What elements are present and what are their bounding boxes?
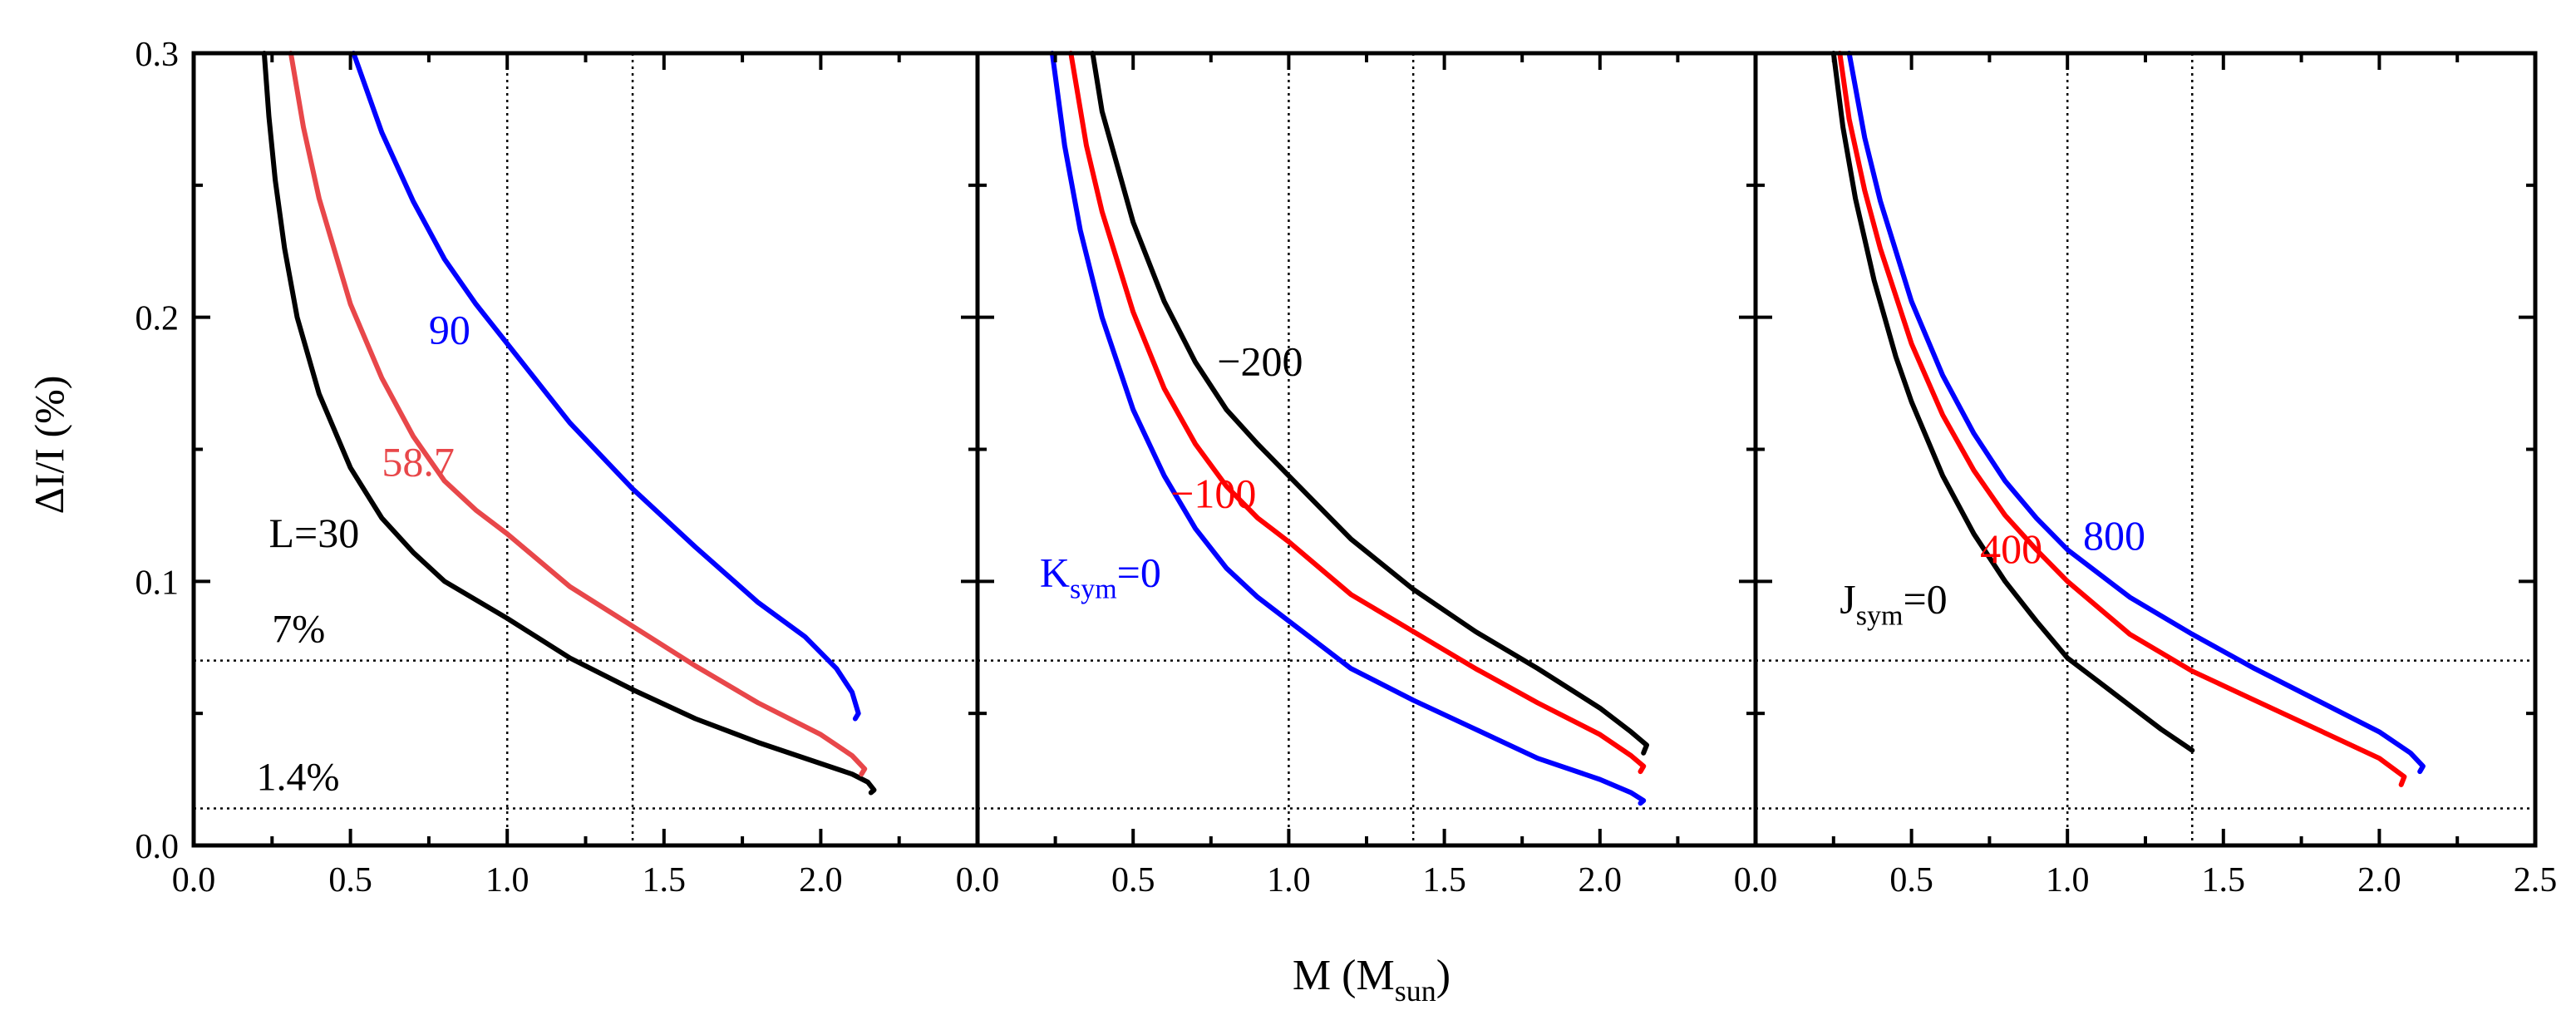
panel-Ksym: Ksym=0−100 −200 0.0 0.5 1.0 1.5 2.0 <box>956 51 1758 899</box>
x-tick-label: 1.5 <box>2202 861 2246 899</box>
x-tick-label: 0.5 <box>1889 861 1933 899</box>
x-tick-label: 2.0 <box>799 861 843 899</box>
series-label--200: −200 <box>1217 338 1303 385</box>
series-label-main: 90 <box>429 306 470 352</box>
series-line-800 <box>1846 51 2426 775</box>
series-label-400: 400 <box>1980 525 2042 572</box>
series-label-tail: =0 <box>1903 575 1947 622</box>
series-label-main: 400 <box>1980 525 2042 572</box>
y-tick-label: 0.1 <box>135 564 180 602</box>
series-label-Ksym=0: Ksym=0 <box>1040 549 1161 605</box>
series-label-800: 800 <box>2083 512 2145 559</box>
y-axis-label: ΔI/I (%) <box>26 376 72 515</box>
series-label-main: J <box>1840 575 1855 622</box>
series-line--100 <box>1068 51 1647 775</box>
series-label-main: L=30 <box>269 510 360 556</box>
series-label-tail: =0 <box>1117 549 1161 596</box>
x-tick-label: 1.5 <box>643 861 687 899</box>
x-tick-label: 0.5 <box>1111 861 1155 899</box>
x-tick-label: 2.0 <box>2357 861 2401 899</box>
panel-L: L=30 58.7 90 7% 1.4% 0.0 0.5 1.0 1.5 2.0 0.0 0.1 0.2… <box>135 36 980 899</box>
series-label-main: −200 <box>1217 338 1303 385</box>
x-tick-label: 1.0 <box>1267 861 1311 899</box>
x-tick-label: 1.5 <box>1422 861 1466 899</box>
x-axis-label-close: ) <box>1436 952 1451 999</box>
x-tick-label: 0.0 <box>1734 861 1778 899</box>
series-label-sub: sym <box>1856 600 1904 631</box>
x-tick-label: 0.0 <box>956 861 1000 899</box>
x-axis-label-main: M (M <box>1293 952 1395 999</box>
x-tick-label: 0.5 <box>328 861 372 899</box>
y-tick-label: 0.0 <box>135 828 180 866</box>
x-tick-label: 1.0 <box>485 861 529 899</box>
series-line-Jsym=0 <box>1830 51 2195 753</box>
series-line-Ksym=0 <box>1049 51 1647 806</box>
x-tick-label: 2.0 <box>1579 861 1623 899</box>
hline-label: 7% <box>272 607 325 651</box>
series-label-main: −100 <box>1170 470 1256 516</box>
y-tick-label: 0.3 <box>135 36 180 74</box>
series-label-sub: sym <box>1070 574 1117 605</box>
y-tick-label: 0.2 <box>135 300 180 338</box>
x-axis-label: M (Msun) <box>1293 952 1451 1008</box>
series-label-L=30: L=30 <box>269 510 360 556</box>
series-label-main: K <box>1040 549 1070 596</box>
panels: L=30 58.7 90 7% 1.4% 0.0 0.5 1.0 1.5 2.0 0.0 0.1 0.2… <box>135 36 2558 899</box>
series-line-90 <box>351 51 861 722</box>
series-line-58.7 <box>288 51 868 777</box>
series-label-58.7: 58.7 <box>382 438 455 485</box>
series-label-90: 90 <box>429 306 470 352</box>
x-tick-label: 0.0 <box>172 861 216 899</box>
panel-Jsym: Jsym=0 400 800 0.0 0.5 1.0 1.5 2.0 2.5 <box>1734 51 2558 899</box>
series-line-400 <box>1837 51 2407 787</box>
x-tick-label: 2.5 <box>2514 861 2558 899</box>
series-line-L=30 <box>261 51 877 796</box>
x-axis-label-sub: sun <box>1395 974 1436 1008</box>
hline-label: 1.4% <box>256 755 339 799</box>
series-line--200 <box>1090 51 1649 756</box>
series-label--100: −100 <box>1170 470 1256 516</box>
x-tick-label: 1.0 <box>2046 861 2090 899</box>
series-label-Jsym=0: Jsym=0 <box>1840 575 1947 631</box>
series-label-main: 800 <box>2083 512 2145 559</box>
series-label-main: 58.7 <box>382 438 455 485</box>
